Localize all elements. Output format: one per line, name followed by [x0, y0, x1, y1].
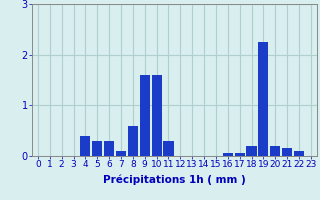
Bar: [80, 136, 91, 156]
Bar: [294, 151, 304, 156]
Bar: [223, 153, 233, 156]
X-axis label: Précipitations 1h ( mm ): Précipitations 1h ( mm ): [103, 175, 246, 185]
Bar: [164, 141, 173, 156]
Bar: [116, 151, 126, 156]
Bar: [270, 146, 280, 156]
Bar: [104, 141, 114, 156]
Bar: [235, 153, 245, 156]
Bar: [246, 146, 257, 156]
Bar: [282, 148, 292, 156]
Bar: [152, 75, 162, 156]
Bar: [92, 141, 102, 156]
Bar: [140, 75, 150, 156]
Bar: [258, 42, 268, 156]
Bar: [128, 126, 138, 156]
